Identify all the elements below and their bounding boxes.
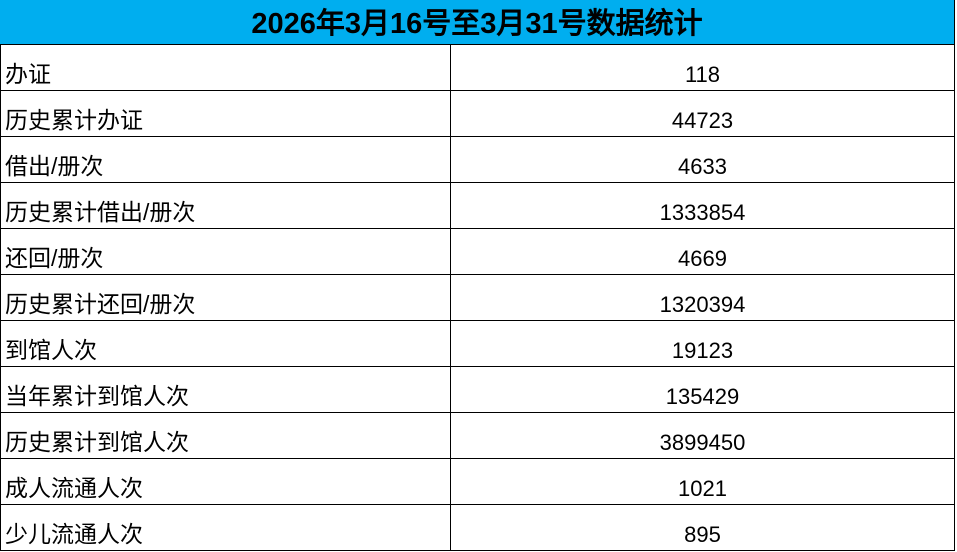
row-value[interactable]: 135429 [451,367,955,412]
row-label[interactable]: 历史累计办证 [0,91,451,136]
row-label[interactable]: 借出/册次 [0,137,451,182]
row-value[interactable]: 3899450 [451,413,955,458]
row-label[interactable]: 当年累计到馆人次 [0,367,451,412]
table-row: 成人流通人次 1021 [0,459,955,505]
table-row: 办证 118 [0,45,955,91]
row-value[interactable]: 895 [451,505,955,550]
table-row: 当年累计到馆人次 135429 [0,367,955,413]
row-label[interactable]: 成人流通人次 [0,459,451,504]
row-label[interactable]: 历史累计到馆人次 [0,413,451,458]
table-row: 借出/册次 4633 [0,137,955,183]
table-title: 2026年3月16号至3月31号数据统计 [0,0,955,45]
row-label[interactable]: 少儿流通人次 [0,505,451,550]
row-label[interactable]: 到馆人次 [0,321,451,366]
table-row: 到馆人次 19123 [0,321,955,367]
row-label[interactable]: 还回/册次 [0,229,451,274]
row-value[interactable]: 19123 [451,321,955,366]
row-value[interactable]: 1320394 [451,275,955,320]
table-row: 历史累计借出/册次 1333854 [0,183,955,229]
row-label[interactable]: 历史累计借出/册次 [0,183,451,228]
row-value[interactable]: 1021 [451,459,955,504]
table-row: 少儿流通人次 895 [0,505,955,551]
table-row: 还回/册次 4669 [0,229,955,275]
table-row: 历史累计办证 44723 [0,91,955,137]
table-row: 历史累计到馆人次 3899450 [0,413,955,459]
table-body: 办证 118 历史累计办证 44723 借出/册次 4633 历史累计借出/册次 133385… [0,45,955,551]
row-value[interactable]: 4669 [451,229,955,274]
row-value[interactable]: 44723 [451,91,955,136]
row-label[interactable]: 历史累计还回/册次 [0,275,451,320]
row-label[interactable]: 办证 [0,45,451,90]
row-value[interactable]: 118 [451,45,955,90]
row-value[interactable]: 4633 [451,137,955,182]
table-row: 历史累计还回/册次 1320394 [0,275,955,321]
row-value[interactable]: 1333854 [451,183,955,228]
